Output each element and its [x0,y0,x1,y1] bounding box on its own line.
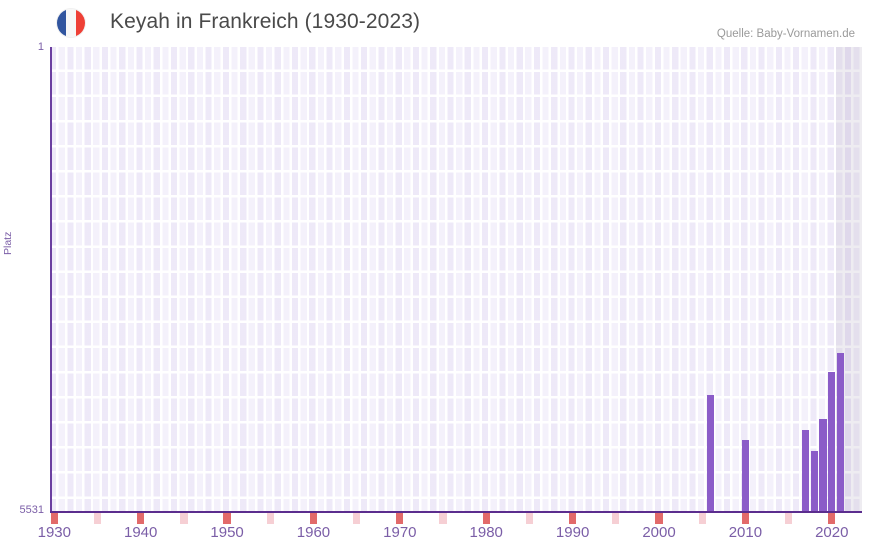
bar-2006[interactable] [707,395,715,512]
x-tick-major-1950 [223,513,231,524]
chart-header: Keyah in Frankreich (1930-2023) Quelle: … [0,0,873,44]
x-tick-minor-1965 [353,513,361,524]
x-tick-minor-1935 [93,513,102,524]
bar-2020[interactable] [828,372,836,512]
x-tick-minor-1955 [266,513,274,524]
x-axis-line [50,511,862,513]
x-tick-major-1960 [309,513,318,524]
bar-2021[interactable] [836,353,845,512]
plot-area [50,47,862,512]
x-axis-label-1950: 1950 [210,524,244,541]
x-tick-minor-2015 [784,513,793,524]
y-axis-label-bottom: 5531 [19,504,44,516]
x-tick-minor-1995 [612,513,620,524]
x-tick-minor-1975 [439,513,447,524]
x-axis-label-1970: 1970 [383,524,417,541]
bar-2010[interactable] [741,439,749,512]
x-tick-major-2010 [741,513,749,524]
flag-band-blue [57,9,67,37]
flag-band-white [66,9,76,37]
x-tick-major-1940 [137,513,145,524]
y-axis-title: Platz [2,231,14,255]
x-tick-major-1990 [568,513,577,524]
x-tick-major-1980 [482,513,490,524]
x-axis-label-1990: 1990 [555,524,590,541]
x-axis-label-1960: 1960 [296,524,331,541]
bar-2017[interactable] [802,430,810,512]
x-tick-minor-1985 [525,513,534,524]
x-tick-major-1970 [396,513,404,524]
x-axis-label-1930: 1930 [37,524,71,541]
y-axis-line [50,47,52,512]
flag-band-red [75,9,85,37]
x-axis-label-1980: 1980 [469,524,503,541]
x-tick-minor-2005 [698,513,706,524]
x-tick-minor-1945 [180,513,188,524]
grid-horizontal-lines [50,47,862,512]
x-axis-label-2000: 2000 [642,524,676,541]
x-tick-major-2000 [655,513,663,524]
x-axis-label-1940: 1940 [124,524,158,541]
bar-2019[interactable] [819,418,827,512]
france-flag-icon [57,9,85,37]
chart-title: Keyah in Frankreich (1930-2023) [110,10,421,33]
x-axis-label-2020: 2020 [815,524,849,541]
bar-2018[interactable] [810,450,819,512]
y-axis-label-top: 1 [37,41,44,53]
chart-source-label: Quelle: Baby-Vornamen.de [716,28,855,40]
x-tick-major-1930 [50,513,58,524]
x-tick-major-2020 [828,513,836,524]
x-axis-label-2010: 2010 [728,524,763,541]
